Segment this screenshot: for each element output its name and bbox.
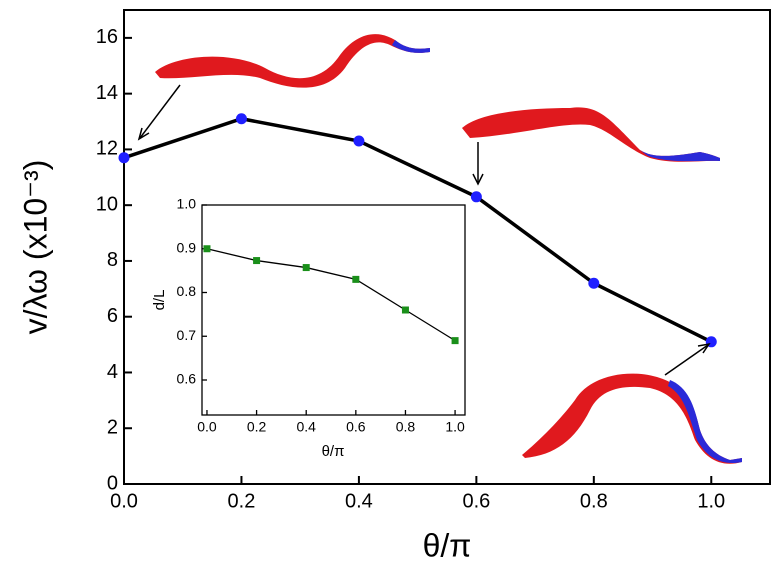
x-tick-label: 0.6 <box>462 490 490 512</box>
swimmer-tail <box>392 40 430 53</box>
swimmer-illustrations <box>137 34 742 464</box>
y-tick-label: 14 <box>96 82 118 104</box>
swimmer <box>522 373 742 464</box>
plot-frame <box>201 204 466 416</box>
data-point <box>302 264 310 272</box>
arrows <box>137 84 711 376</box>
y-tick-label: 10 <box>96 193 118 215</box>
y-tick-label: 6 <box>107 305 118 327</box>
swimmer-tail <box>640 150 720 162</box>
data-line <box>123 116 713 344</box>
data-point <box>588 277 600 289</box>
x-tick-label: 0.4 <box>296 418 316 434</box>
x-tick-label: 0.8 <box>396 418 416 434</box>
x-tick-label: 0.2 <box>228 490 256 512</box>
x-tick-label: 0.0 <box>197 418 217 434</box>
x-axis-label: θ/π <box>423 527 472 563</box>
y-tick-label: 4 <box>107 361 118 383</box>
data-point <box>451 337 459 345</box>
y-tick-label: 8 <box>107 249 118 271</box>
x-tick-label: 0.2 <box>247 418 267 434</box>
data-point <box>203 245 211 253</box>
inset-y-label: d/L <box>151 290 168 311</box>
data-point <box>352 275 360 283</box>
x-tick-label: 1.0 <box>445 418 465 434</box>
y-tick-label: 0.7 <box>177 327 197 343</box>
y-axis-label: v/λω (x10⁻³) <box>17 160 53 335</box>
data-line <box>206 248 456 342</box>
y-tick-label: 1.0 <box>177 196 197 212</box>
data-point <box>470 191 482 203</box>
x-tick-label: 0.6 <box>346 418 366 434</box>
x-tick-label: 0.4 <box>345 490 373 512</box>
data-point <box>235 113 247 125</box>
data-point <box>353 135 365 147</box>
y-tick-label: 2 <box>107 417 118 439</box>
y-tick-label: 0.6 <box>177 371 197 387</box>
x-tick-label: 0.8 <box>580 490 608 512</box>
y-tick-label: 12 <box>96 138 118 160</box>
data-point <box>118 152 130 164</box>
x-tick-label: 1.0 <box>697 490 725 512</box>
y-tick-label: 0.9 <box>177 239 197 255</box>
y-tick-label: 16 <box>96 26 118 48</box>
data-point <box>253 257 261 265</box>
swimmer <box>155 34 430 88</box>
data-point <box>401 306 409 314</box>
y-tick-label: 0 <box>107 472 118 494</box>
x-tick-label: 0.0 <box>110 490 138 512</box>
swimmer-tail <box>668 380 742 464</box>
inset-x-label: θ/π <box>322 443 345 460</box>
swimmer <box>462 107 720 162</box>
y-tick-label: 0.8 <box>177 283 197 299</box>
